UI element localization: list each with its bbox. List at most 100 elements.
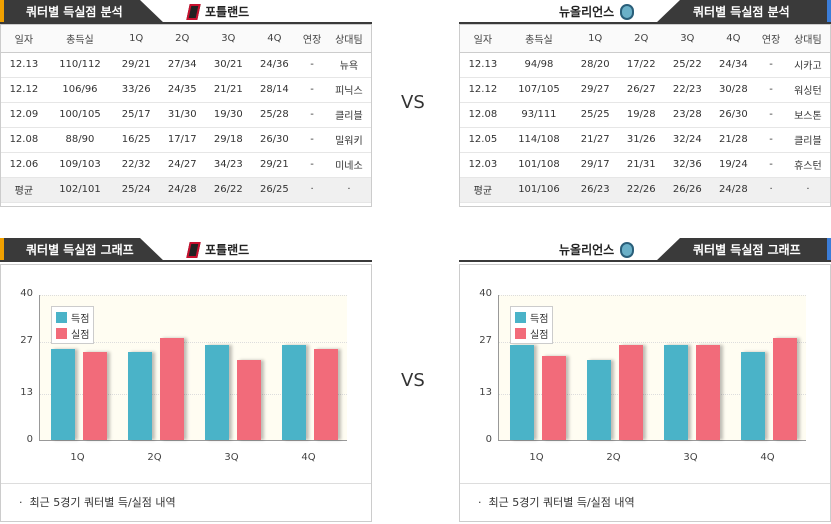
table-cell: 29/27 (572, 77, 619, 103)
left-analysis-title: 쿼터별 득실점 분석 (0, 0, 165, 24)
table-cell: 12.13 (460, 52, 506, 78)
column-header: 3Q (205, 25, 252, 53)
table-cell: 17/22 (618, 52, 665, 78)
left-chart-header: 쿼터별 득실점 그래프 포틀랜드 (0, 238, 372, 262)
y-tick-label: 13 (479, 386, 492, 398)
table-cell: 24/28 (159, 177, 206, 203)
bar-allowed (82, 352, 107, 440)
right-analysis-panel: 쿼터별 득실점 분석 뉴올리언스 일자 총득실 1Q 2Q 3Q 4Q 연장 상대팀 12.13… (459, 0, 831, 208)
right-bar-chart: 0 13 27 40 1Q 2Q 3Q 4Q 득점 실점 (460, 265, 830, 483)
right-chart-title: 쿼터별 득실점 그래프 (655, 238, 831, 262)
x-tick-label: 4Q (301, 452, 316, 463)
column-header: 일자 (1, 25, 47, 53)
chart-legend: 득점 실점 (51, 306, 95, 344)
vs-label-top: VS (401, 92, 425, 113)
bar-allowed (695, 345, 720, 440)
table-cell: 110/112 (46, 52, 114, 78)
bar-scored (281, 345, 306, 440)
table-cell: 21/28 (710, 127, 757, 153)
column-header: 연장 (756, 25, 786, 53)
table-row: 12.12 106/96 33/26 24/35 21/21 28/14- 피닉스 (1, 77, 371, 103)
average-row: 평균 102/101 25/24 24/28 26/22 26/25 · · (1, 177, 371, 203)
table-cell: 32/36 (664, 152, 711, 178)
column-header: 총득실 (46, 25, 114, 53)
column-header: 1Q (572, 25, 619, 53)
left-chart-team: 포틀랜드 (186, 241, 249, 258)
table-cell: 평균 (460, 177, 506, 203)
right-analysis-header: 쿼터별 득실점 분석 뉴올리언스 (459, 0, 831, 24)
bar-allowed (772, 337, 797, 440)
legend-item: 실점 (56, 325, 89, 341)
table-row: 12.03 101/108 29/17 21/31 32/36 19/24- 휴스턴 (460, 152, 830, 178)
table-cell: 19/28 (618, 102, 665, 128)
table-cell: 26/25 (251, 177, 298, 203)
table-cell: 24/36 (251, 52, 298, 78)
table-cell: 평균 (1, 177, 47, 203)
table-cell: 34/23 (205, 152, 252, 178)
table-cell: 밀워키 (326, 127, 371, 153)
table-cell: · (756, 177, 786, 203)
table-cell: 31/30 (159, 102, 206, 128)
x-tick-label: 4Q (760, 452, 775, 463)
column-header: 연장 (297, 25, 327, 53)
table-cell: 93/111 (505, 102, 573, 128)
y-tick-label: 27 (20, 335, 33, 347)
column-header: 3Q (664, 25, 711, 53)
portland-logo-icon (186, 241, 201, 258)
left-chart-panel: 쿼터별 득실점 그래프 포틀랜드 0 13 27 40 1Q 2Q 3Q 4Q 득점 실점 · 최… (0, 238, 372, 524)
table-cell: 29/18 (205, 127, 252, 153)
table-cell: 클리블 (785, 127, 830, 153)
right-team-name: 뉴올리언스 (559, 3, 635, 20)
gridline (499, 295, 806, 296)
table-cell: 24/34 (710, 52, 757, 78)
table-cell: - (756, 127, 786, 153)
average-row: 평균 101/106 26/23 22/26 26/26 24/28 · · (460, 177, 830, 203)
table-cell: 22/23 (664, 77, 711, 103)
column-header: 4Q (710, 25, 757, 53)
table-cell: 17/17 (159, 127, 206, 153)
new-orleans-logo-icon (620, 241, 635, 258)
bar-scored (663, 345, 688, 440)
x-tick-label: 2Q (147, 452, 162, 463)
table-cell: 30/28 (710, 77, 757, 103)
table-cell: 24/35 (159, 77, 206, 103)
table-cell: - (756, 52, 786, 78)
table-row: 12.09 100/105 25/17 31/30 19/30 25/28- 클리블 (1, 102, 371, 128)
table-cell: 106/96 (46, 77, 114, 103)
table-cell: - (297, 152, 327, 178)
plot-area (39, 295, 347, 441)
table-cell: 24/27 (159, 152, 206, 178)
left-bar-chart: 0 13 27 40 1Q 2Q 3Q 4Q 득점 실점 (1, 265, 371, 483)
legend-label: 득점 (530, 313, 549, 325)
table-cell: 워싱턴 (785, 77, 830, 103)
legend-label: 득점 (71, 313, 90, 325)
table-cell: 25/17 (113, 102, 160, 128)
table-cell: · (785, 177, 830, 203)
legend-item: 득점 (515, 309, 548, 325)
table-cell: · (297, 177, 327, 203)
legend-swatch (515, 311, 526, 323)
left-analysis-header: 쿼터별 득실점 분석 포틀랜드 (0, 0, 372, 24)
table-cell: 휴스턴 (785, 152, 830, 178)
table-cell: - (297, 52, 327, 78)
right-chart-header: 쿼터별 득실점 그래프 뉴올리언스 (459, 238, 831, 262)
table-row: 12.08 93/111 25/25 19/28 23/28 26/30- 보스톤 (460, 102, 830, 128)
left-team-name: 포틀랜드 (186, 3, 249, 20)
bar-scored (740, 352, 765, 440)
table-cell: 12.12 (1, 77, 47, 103)
table-cell: 뉴욕 (326, 52, 371, 78)
left-chart-title: 쿼터별 득실점 그래프 (0, 238, 165, 262)
table-cell: 시카고 (785, 52, 830, 78)
right-chart-panel: 쿼터별 득실점 그래프 뉴올리언스 0 13 27 40 1Q 2Q 3Q 4Q 득점 실점 · … (459, 238, 831, 524)
column-header: 상대팀 (326, 25, 371, 53)
table-header-row: 일자 총득실 1Q 2Q 3Q 4Q 연장 상대팀 (1, 25, 371, 53)
table-cell: 29/17 (572, 152, 619, 178)
column-header: 2Q (159, 25, 206, 53)
bar-allowed (313, 348, 338, 440)
column-header: 총득실 (505, 25, 573, 53)
table-cell: 26/27 (618, 77, 665, 103)
portland-logo-icon (186, 3, 201, 20)
table-cell: 102/101 (46, 177, 114, 203)
y-tick-label: 0 (26, 434, 33, 445)
table-cell: 28/20 (572, 52, 619, 78)
